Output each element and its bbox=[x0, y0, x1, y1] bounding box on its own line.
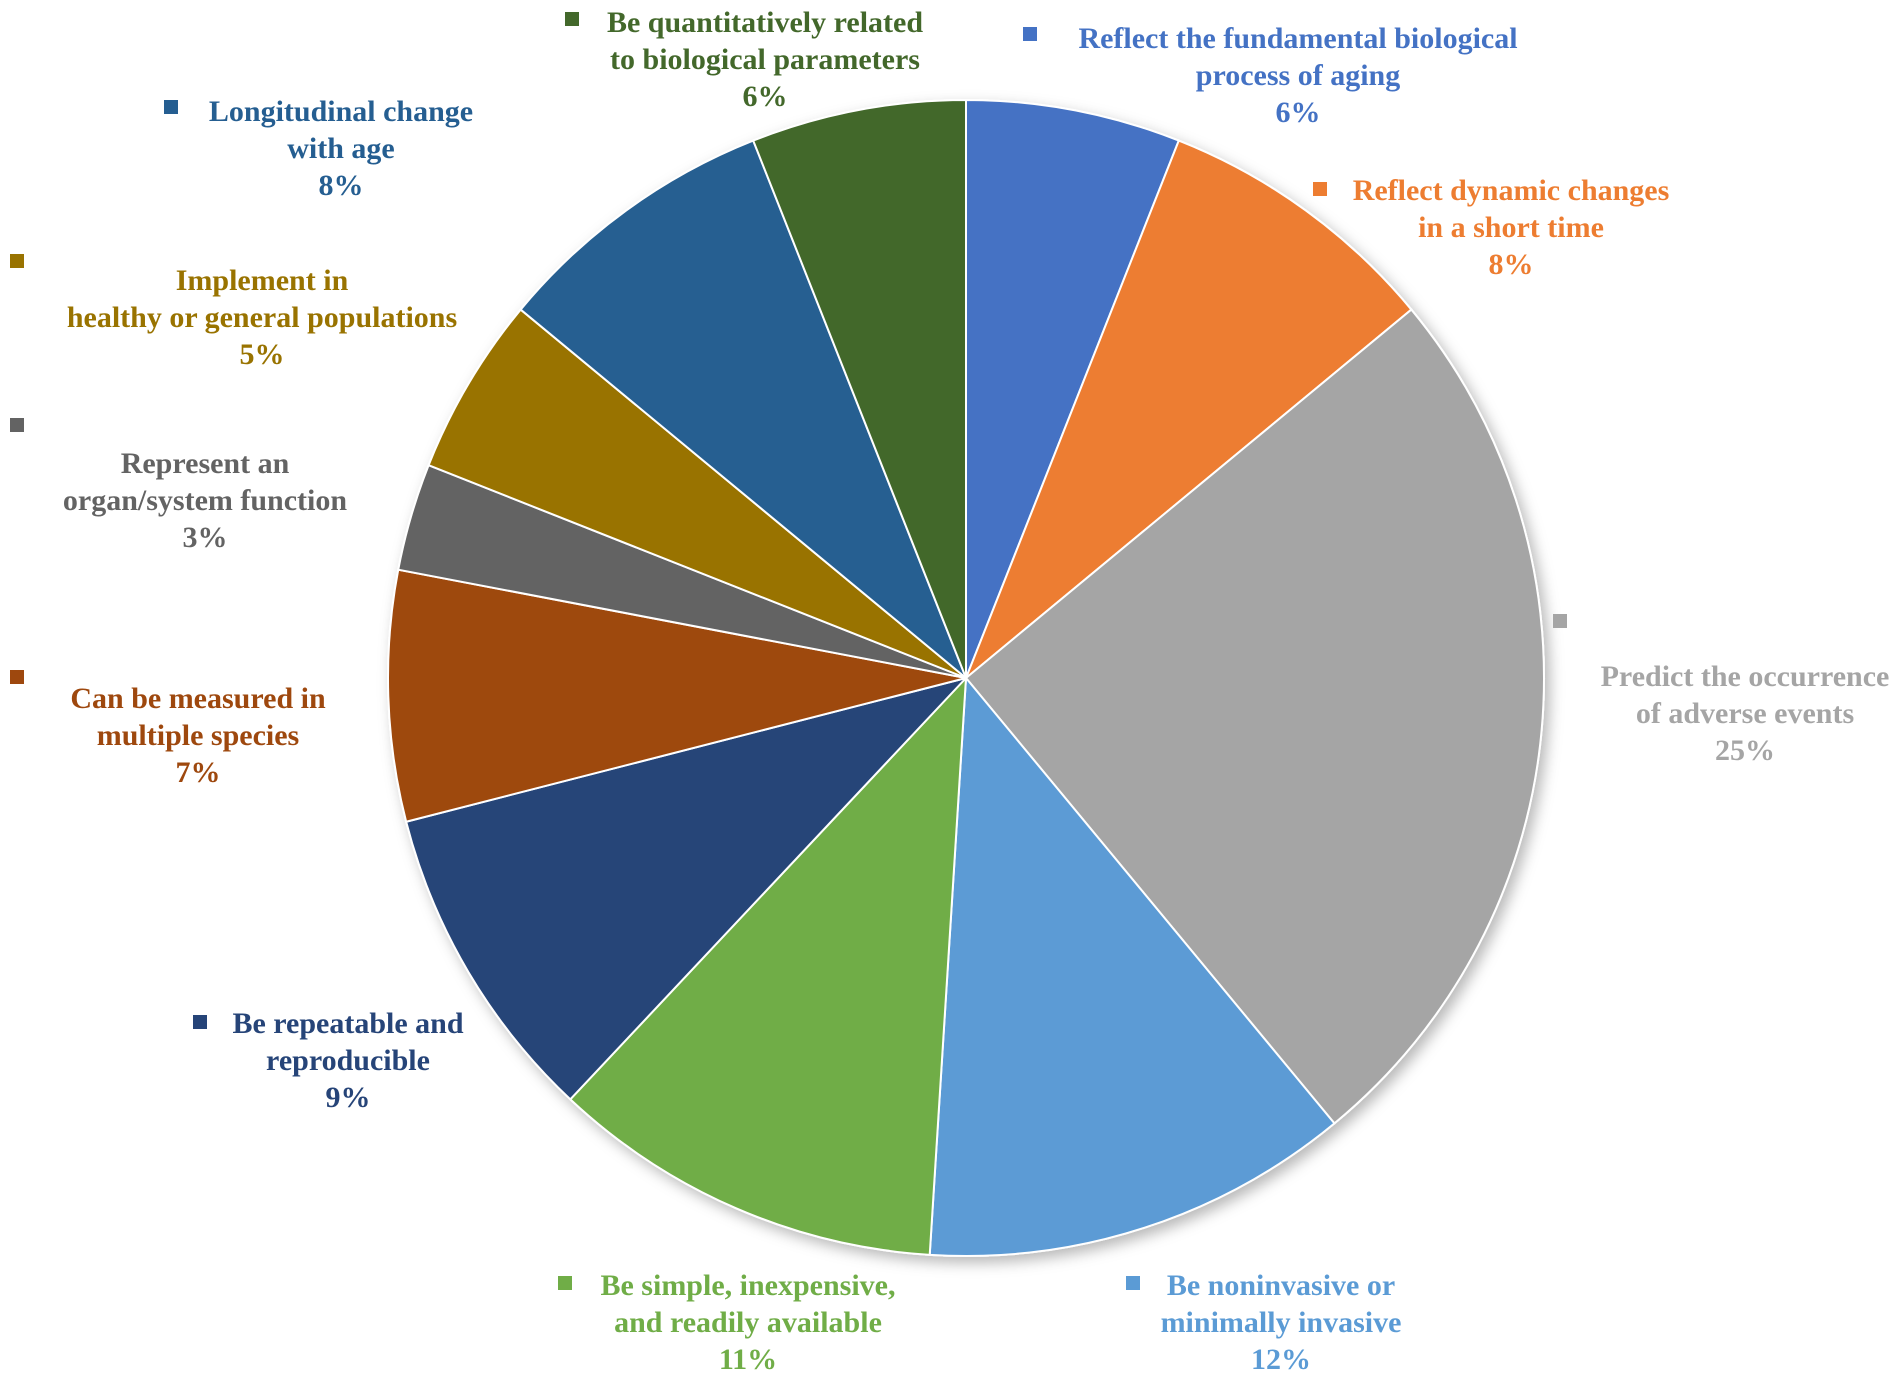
slice-percent-label: 3% bbox=[183, 521, 228, 554]
slice-category-label: healthy or general populations bbox=[67, 301, 457, 334]
legend-marker bbox=[10, 670, 24, 684]
slice-percent-label: 6% bbox=[1276, 96, 1321, 129]
slice-category-label: to biological parameters bbox=[610, 43, 920, 76]
slice-category-label: Represent an bbox=[121, 447, 290, 480]
slice-category-label: organ/system function bbox=[63, 484, 347, 517]
slice-category-label: of adverse events bbox=[1636, 697, 1854, 730]
legend-marker bbox=[1313, 182, 1327, 196]
pie-slice bbox=[568, 675, 968, 1256]
slice-percent-label: 6% bbox=[743, 80, 788, 113]
legend-marker bbox=[565, 12, 579, 26]
slice-category-label: process of aging bbox=[1196, 59, 1400, 92]
slice-category-label: Predict the occurrence bbox=[1601, 660, 1890, 693]
slice-percent-label: 12% bbox=[1251, 1343, 1311, 1376]
pie-slice bbox=[965, 98, 1181, 679]
slice-category-label: Longitudinal change bbox=[209, 95, 473, 128]
legend-marker bbox=[558, 1276, 572, 1290]
slice-percent-label: 8% bbox=[319, 169, 364, 202]
legend-marker bbox=[164, 100, 178, 114]
slice-category-label: Reflect the fundamental biological bbox=[1078, 22, 1517, 55]
slice-percent-label: 7% bbox=[176, 756, 221, 789]
slice-category-label: Be repeatable and bbox=[232, 1007, 463, 1040]
slice-category-label: multiple species bbox=[97, 719, 300, 752]
slice-percent-label: 9% bbox=[326, 1081, 371, 1114]
slice-category-label: with age bbox=[287, 132, 395, 165]
pie-slice bbox=[928, 675, 1336, 1257]
pie-slice bbox=[964, 308, 1545, 1125]
pie-labels: Reflect the fundamental biological proces… bbox=[10, 6, 1889, 1376]
slice-category-label: Be simple, inexpensive, bbox=[600, 1269, 895, 1302]
slice-category-label: Implement in bbox=[176, 264, 349, 297]
legend-marker bbox=[1023, 27, 1037, 41]
slice-percent-label: 8% bbox=[1489, 248, 1534, 281]
pie-slice bbox=[519, 139, 967, 679]
legend-marker bbox=[1126, 1276, 1140, 1290]
slice-category-label: reproducible bbox=[266, 1044, 430, 1077]
slice-category-label: in a short time bbox=[1418, 211, 1604, 244]
legend-marker bbox=[10, 418, 24, 432]
pie-slices bbox=[387, 98, 1545, 1257]
pie-slice bbox=[965, 139, 1413, 679]
legend-marker bbox=[10, 254, 24, 268]
legend-marker bbox=[193, 1015, 207, 1029]
slice-percent-label: 11% bbox=[719, 1343, 777, 1376]
slice-category-label: minimally invasive bbox=[1161, 1306, 1402, 1339]
legend-marker bbox=[1553, 614, 1567, 628]
slice-category-label: Reflect dynamic changes bbox=[1353, 174, 1670, 207]
slice-category-label: and readily available bbox=[614, 1306, 882, 1339]
slice-percent-label: 5% bbox=[240, 338, 285, 371]
pie-slice bbox=[427, 308, 967, 679]
pie-slice bbox=[751, 98, 967, 679]
pie-slice bbox=[387, 568, 967, 823]
slice-category-label: Be noninvasive or bbox=[1167, 1269, 1395, 1302]
slice-percent-label: 25% bbox=[1715, 734, 1775, 767]
slice-category-label: Can be measured in bbox=[70, 682, 326, 715]
pie-slice bbox=[404, 676, 970, 1101]
slice-category-label: Be quantitatively related bbox=[607, 6, 923, 39]
